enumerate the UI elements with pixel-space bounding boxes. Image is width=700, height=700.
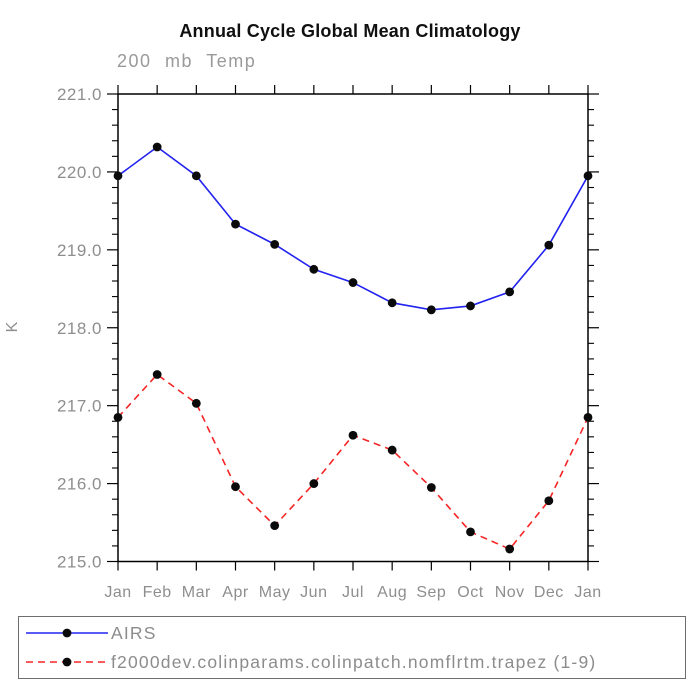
x-tick-label: Mar [182, 584, 211, 601]
plot-border [117, 93, 589, 563]
y-tick-label: 220.0 [57, 163, 102, 182]
data-point-dot [466, 527, 475, 537]
x-tick-label: Apr [222, 584, 249, 601]
x-tick-label: Feb [143, 584, 172, 601]
x-tick-label: Dec [534, 584, 564, 601]
data-point-dot [309, 264, 319, 274]
data-point-dot [152, 142, 162, 152]
legend-item-model: f2000dev.colinparams.colinpatch.nomflrtm… [19, 649, 685, 675]
data-point-dot [270, 239, 280, 249]
data-point-dot [348, 430, 358, 440]
data-point-dot [270, 521, 280, 531]
x-tick-label: Jun [300, 584, 327, 601]
data-point-dot [505, 287, 515, 297]
data-point-dot [544, 240, 554, 250]
legend: AIRS f2000dev.colinparams.colinpatch.nom… [18, 616, 686, 679]
legend-item-airs: AIRS [19, 620, 685, 646]
data-point-dot [113, 171, 123, 181]
data-point-dot [309, 479, 319, 488]
data-point-dot [544, 496, 554, 506]
x-tick-label: Jan [574, 584, 601, 601]
x-tick-label: Sep [416, 584, 446, 601]
legend-label-model: f2000dev.colinparams.colinpatch.nomflrtm… [111, 651, 597, 672]
legend-label-airs: AIRS [111, 622, 157, 643]
x-tick-label: Aug [377, 584, 407, 601]
x-tick-label: Jan [104, 584, 131, 601]
data-point-dot [583, 412, 593, 422]
y-tick-label: 216.0 [57, 475, 102, 494]
data-point-dot [466, 301, 475, 311]
legend-swatch-solid-line [26, 628, 108, 638]
data-point-dot [387, 445, 397, 455]
data-point-dot [387, 298, 397, 308]
data-point-dot [505, 544, 515, 554]
data-point-dot [348, 278, 358, 287]
marker-dot-icon [62, 657, 72, 667]
data-point-dot [152, 370, 162, 379]
y-axis-label: K [4, 321, 21, 332]
chart-title: Annual Cycle Global Mean Climatology [179, 21, 521, 41]
chart-subtitle: 200 mb Temp [117, 51, 257, 71]
x-tick-label: May [259, 584, 291, 601]
y-tick-label: 215.0 [57, 553, 102, 572]
x-tick-label: Nov [495, 584, 525, 601]
data-point-dot [113, 412, 123, 422]
data-point-dot [426, 483, 436, 492]
x-tick-label: Jul [342, 584, 364, 601]
x-tick-label: Oct [457, 584, 483, 601]
data-point-dot [191, 171, 201, 181]
marker-dot-icon [62, 628, 72, 638]
y-tick-label: 221.0 [57, 85, 102, 104]
y-tick-label: 218.0 [57, 319, 102, 338]
legend-swatch-dashed-line [26, 657, 108, 667]
data-point-dot [231, 219, 240, 229]
data-point-dot [583, 171, 593, 181]
data-point-dot [426, 305, 436, 315]
data-point-dot [231, 482, 240, 492]
y-tick-label: 219.0 [57, 241, 102, 260]
data-point-dot [191, 398, 201, 408]
y-tick-label: 217.0 [57, 397, 102, 416]
series-line-1 [117, 373, 589, 551]
